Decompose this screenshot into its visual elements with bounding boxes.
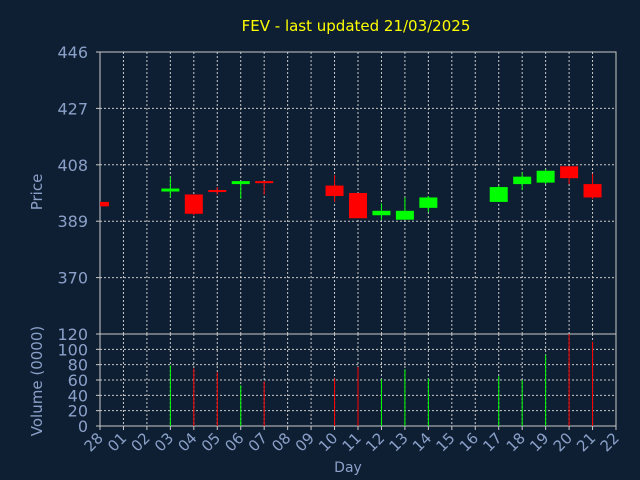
- candle-body: [395, 210, 414, 220]
- candle-body: [208, 190, 227, 193]
- candle-body: [583, 184, 602, 198]
- price-tick-label: 370: [57, 269, 88, 288]
- candle-body: [513, 176, 532, 185]
- volume-tick-label: 40: [68, 386, 88, 405]
- price-axis-label: Price: [28, 174, 46, 211]
- volume-tick-label: 100: [57, 340, 88, 359]
- price-tick-label: 427: [57, 99, 88, 118]
- price-tick-label: 446: [57, 43, 88, 62]
- volume-tick-label: 120: [57, 325, 88, 344]
- candle-body: [349, 193, 367, 219]
- volume-tick-label: 0: [78, 417, 88, 436]
- chart-title: FEV - last updated 21/03/2025: [242, 17, 471, 35]
- candle-body: [231, 181, 250, 185]
- volume-tick-label: 60: [68, 371, 88, 390]
- candle-body: [325, 185, 344, 196]
- volume-tick-label: 80: [68, 356, 88, 375]
- candle-body: [536, 170, 555, 183]
- volume-tick-label: 20: [68, 402, 88, 421]
- candle-body: [419, 197, 438, 208]
- price-tick-label: 389: [57, 212, 88, 231]
- price-panel: 446 427 408 389 370: [57, 43, 617, 335]
- candle-body: [100, 201, 109, 207]
- day-axis-label: Day: [334, 460, 362, 476]
- candles: [100, 166, 602, 220]
- candle-body: [560, 166, 579, 179]
- price-tick-label: 408: [57, 156, 88, 175]
- candle-body: [255, 181, 274, 184]
- candle-body: [161, 188, 180, 192]
- candle-body: [372, 210, 391, 216]
- candle-body: [489, 187, 508, 202]
- volume-axis-label: Volume (0000): [28, 326, 46, 436]
- candle-body: [184, 194, 203, 214]
